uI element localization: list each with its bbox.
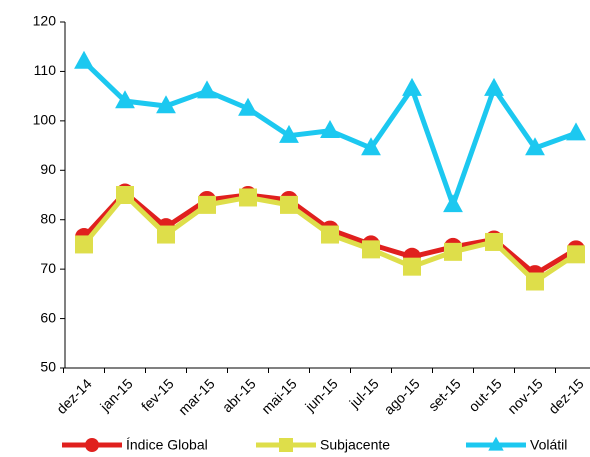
y-tick-label: 110 bbox=[34, 62, 57, 78]
data-point bbox=[238, 97, 258, 116]
data-point bbox=[485, 232, 503, 251]
data-point bbox=[320, 119, 340, 138]
data-point bbox=[280, 195, 298, 214]
y-tick-label: 70 bbox=[40, 260, 56, 276]
legend-marker bbox=[279, 438, 293, 452]
x-tick-label: jul-15 bbox=[346, 375, 382, 411]
x-tick-label: nov-15 bbox=[504, 375, 546, 417]
data-point bbox=[239, 188, 257, 207]
data-point bbox=[566, 122, 586, 141]
data-point bbox=[198, 195, 216, 214]
x-tick-label: dez-14 bbox=[53, 375, 95, 417]
x-tick-label: jan-15 bbox=[96, 375, 136, 415]
data-point bbox=[74, 50, 94, 69]
data-point bbox=[197, 80, 217, 99]
data-point bbox=[75, 235, 93, 254]
x-tick-label: jun-15 bbox=[301, 375, 341, 415]
x-tick-label: set-15 bbox=[425, 375, 464, 414]
data-point bbox=[279, 124, 299, 143]
data-point bbox=[115, 90, 135, 109]
x-tick-label: ago-15 bbox=[381, 375, 423, 417]
data-point bbox=[526, 272, 544, 291]
y-tick-label: 100 bbox=[33, 112, 57, 128]
y-tick-label: 50 bbox=[40, 359, 56, 375]
data-point bbox=[567, 245, 585, 264]
y-tick-label: 60 bbox=[40, 309, 56, 325]
legend-marker bbox=[488, 436, 504, 451]
x-tick-label: dez-15 bbox=[545, 375, 587, 417]
data-point bbox=[157, 225, 175, 244]
x-tick-label: fev-15 bbox=[138, 375, 177, 414]
x-tick-label: mar-15 bbox=[175, 375, 218, 418]
legend-label: Volátil bbox=[530, 437, 567, 453]
y-tick-label: 90 bbox=[40, 161, 56, 177]
data-point bbox=[402, 77, 422, 96]
legend-marker bbox=[85, 438, 99, 452]
data-point bbox=[156, 95, 176, 114]
legend-label: Subjacente bbox=[320, 437, 390, 453]
data-point bbox=[361, 137, 381, 156]
y-tick-label: 120 bbox=[33, 13, 57, 29]
data-point bbox=[403, 257, 421, 276]
data-point bbox=[444, 242, 462, 261]
legend-label: Índice Global bbox=[126, 437, 208, 453]
data-point bbox=[362, 240, 380, 259]
y-tick-label: 80 bbox=[40, 210, 56, 226]
x-tick-label: abr-15 bbox=[219, 375, 259, 415]
data-point bbox=[443, 194, 463, 213]
data-point bbox=[484, 77, 504, 96]
x-tick-label: mai-15 bbox=[258, 375, 300, 417]
data-point bbox=[116, 186, 134, 204]
x-tick-label: out-15 bbox=[465, 375, 505, 415]
data-point bbox=[525, 137, 545, 156]
data-point bbox=[321, 225, 339, 244]
